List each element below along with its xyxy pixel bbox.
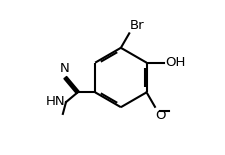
Text: HN: HN: [46, 95, 65, 108]
Text: Br: Br: [130, 19, 145, 31]
Text: O: O: [155, 109, 166, 122]
Text: OH: OH: [165, 56, 185, 69]
Text: N: N: [60, 62, 70, 75]
